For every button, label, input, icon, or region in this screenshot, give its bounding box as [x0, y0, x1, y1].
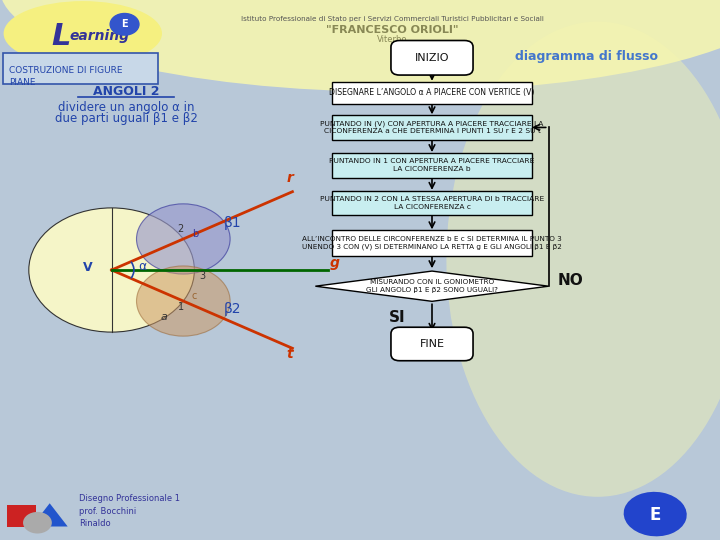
- FancyBboxPatch shape: [391, 327, 473, 361]
- Text: DISEGNARE L’ANGOLO α A PIACERE CON VERTICE (V): DISEGNARE L’ANGOLO α A PIACERE CON VERTI…: [329, 89, 535, 97]
- Text: c: c: [192, 291, 197, 301]
- Text: ANGOLI 2: ANGOLI 2: [93, 85, 159, 98]
- Text: MISURANDO CON IL GONIOMETRO
GLI ANGOLO β1 E β2 SONO UGUALI?: MISURANDO CON IL GONIOMETRO GLI ANGOLO β…: [366, 280, 498, 293]
- Text: SI: SI: [389, 310, 406, 325]
- Text: Istituto Professionale di Stato per i Servizi Commerciali Turistici Pubblicitari: Istituto Professionale di Stato per i Se…: [241, 16, 544, 22]
- Text: E: E: [649, 506, 661, 524]
- Text: L: L: [52, 22, 71, 51]
- Circle shape: [29, 208, 194, 332]
- Circle shape: [110, 14, 139, 35]
- Text: V: V: [84, 261, 93, 274]
- Text: FINE: FINE: [420, 339, 444, 349]
- Text: g: g: [330, 256, 340, 271]
- Text: α: α: [138, 260, 147, 273]
- Text: 2: 2: [178, 224, 184, 234]
- Text: ALL’INCONTRO DELLE CIRCONFERENZE b E c SI DETERMINA IL PUNTO 3
UNENDO 3 CON (V) : ALL’INCONTRO DELLE CIRCONFERENZE b E c S…: [302, 236, 562, 250]
- FancyBboxPatch shape: [391, 40, 473, 75]
- Text: diagramma di flusso: diagramma di flusso: [515, 50, 658, 63]
- Text: E: E: [121, 19, 128, 29]
- Text: due parti uguali β1 e β2: due parti uguali β1 e β2: [55, 112, 197, 125]
- Text: PUNTANDO IN (V) CON APERTURA A PIACERE TRACCIARE LA
CICONFERENZA a CHE DETERMINA: PUNTANDO IN (V) CON APERTURA A PIACERE T…: [320, 120, 544, 134]
- Text: PUNTANDO IN 2 CON LA STESSA APERTURA DI b TRACCIARE
LA CICONFERENZA c: PUNTANDO IN 2 CON LA STESSA APERTURA DI …: [320, 197, 544, 210]
- Text: b: b: [192, 229, 198, 239]
- Text: 1: 1: [178, 302, 184, 312]
- Ellipse shape: [446, 22, 720, 497]
- Text: β2: β2: [223, 302, 241, 316]
- Text: NO: NO: [557, 273, 583, 288]
- FancyBboxPatch shape: [7, 505, 36, 526]
- Text: earning: earning: [69, 29, 129, 43]
- Text: "FRANCESCO ORIOLI": "FRANCESCO ORIOLI": [326, 25, 459, 35]
- FancyBboxPatch shape: [332, 230, 532, 256]
- Ellipse shape: [0, 0, 720, 92]
- Text: INIZIO: INIZIO: [415, 53, 449, 63]
- Circle shape: [23, 512, 52, 534]
- Circle shape: [137, 204, 230, 274]
- Circle shape: [137, 266, 230, 336]
- FancyBboxPatch shape: [332, 82, 532, 104]
- Text: r: r: [286, 171, 293, 185]
- Ellipse shape: [4, 1, 162, 66]
- Polygon shape: [32, 503, 68, 526]
- Text: β1: β1: [223, 216, 241, 230]
- FancyBboxPatch shape: [332, 153, 532, 178]
- Text: t: t: [287, 347, 293, 361]
- Text: COSTRUZIONE DI FIGURE
PIANE: COSTRUZIONE DI FIGURE PIANE: [9, 66, 123, 87]
- FancyBboxPatch shape: [332, 115, 532, 140]
- Text: 3: 3: [199, 271, 206, 281]
- Text: PUNTANDO IN 1 CON APERTURA A PIACERE TRACCIARE
LA CICONFERENZA b: PUNTANDO IN 1 CON APERTURA A PIACERE TRA…: [329, 159, 535, 172]
- Text: Disegno Professionale 1
prof. Bocchini
Rinaldo: Disegno Professionale 1 prof. Bocchini R…: [79, 495, 180, 528]
- Ellipse shape: [624, 492, 687, 536]
- Text: dividere un angolo α in: dividere un angolo α in: [58, 102, 194, 114]
- Text: Viterbo: Viterbo: [377, 36, 408, 44]
- Text: a: a: [161, 312, 168, 322]
- FancyBboxPatch shape: [3, 53, 158, 84]
- FancyBboxPatch shape: [332, 191, 532, 215]
- Polygon shape: [315, 271, 549, 301]
